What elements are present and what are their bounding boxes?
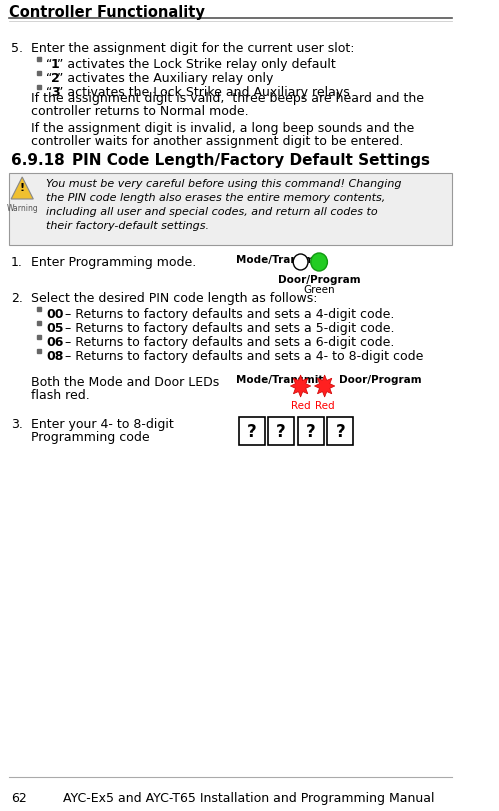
Polygon shape xyxy=(314,375,335,397)
Text: PIN Code Length/Factory Default Settings: PIN Code Length/Factory Default Settings xyxy=(72,152,430,168)
Text: You must be very careful before using this command! Changing: You must be very careful before using th… xyxy=(46,178,402,189)
FancyBboxPatch shape xyxy=(327,418,353,445)
Text: ?: ? xyxy=(247,423,256,440)
Text: Red: Red xyxy=(315,401,334,410)
Bar xyxy=(37,72,41,76)
Text: If the assignment digit is invalid, a long beep sounds and the: If the assignment digit is invalid, a lo… xyxy=(30,122,414,135)
Text: 1.: 1. xyxy=(11,255,23,268)
Text: controller returns to Normal mode.: controller returns to Normal mode. xyxy=(30,105,248,118)
Bar xyxy=(37,58,41,62)
Text: ” activates the Lock Strike relay only default: ” activates the Lock Strike relay only d… xyxy=(57,58,336,71)
Text: ?: ? xyxy=(276,423,286,440)
Text: 00: 00 xyxy=(46,307,64,320)
Text: Enter Programming mode.: Enter Programming mode. xyxy=(30,255,196,268)
FancyBboxPatch shape xyxy=(268,418,294,445)
Circle shape xyxy=(293,255,308,271)
Text: Programming code: Programming code xyxy=(30,431,149,444)
Text: Warning: Warning xyxy=(6,204,38,212)
Text: Enter the assignment digit for the current user slot:: Enter the assignment digit for the curre… xyxy=(30,42,354,55)
FancyBboxPatch shape xyxy=(9,174,452,246)
FancyBboxPatch shape xyxy=(239,418,264,445)
Text: 1: 1 xyxy=(51,58,59,71)
FancyBboxPatch shape xyxy=(298,418,324,445)
Text: – Returns to factory defaults and sets a 5-digit code.: – Returns to factory defaults and sets a… xyxy=(61,322,395,335)
Text: 3: 3 xyxy=(51,86,59,99)
Text: ?: ? xyxy=(335,423,345,440)
Bar xyxy=(37,336,41,340)
Text: 05: 05 xyxy=(46,322,64,335)
Bar xyxy=(37,307,41,311)
Text: the PIN code length also erases the entire memory contents,: the PIN code length also erases the enti… xyxy=(46,193,386,203)
Polygon shape xyxy=(11,178,33,200)
Bar xyxy=(37,86,41,90)
Text: – Returns to factory defaults and sets a 4- to 8-digit code: – Returns to factory defaults and sets a… xyxy=(61,350,424,363)
Text: Green: Green xyxy=(303,285,335,294)
Text: Select the desired PIN code length as follows:: Select the desired PIN code length as fo… xyxy=(30,292,317,305)
Text: “: “ xyxy=(46,58,52,71)
Polygon shape xyxy=(290,375,311,397)
Text: Both the Mode and Door LEDs: Both the Mode and Door LEDs xyxy=(30,375,219,388)
Text: Mode/Transmit: Mode/Transmit xyxy=(236,255,323,264)
Text: their factory-default settings.: their factory-default settings. xyxy=(46,221,209,230)
Text: ” activates the Lock Strike and Auxiliary relays: ” activates the Lock Strike and Auxiliar… xyxy=(57,86,350,99)
Text: 2.: 2. xyxy=(11,292,23,305)
Text: 62: 62 xyxy=(11,791,27,804)
Text: Mode/Transmit: Mode/Transmit xyxy=(236,375,323,384)
Text: !: ! xyxy=(19,182,25,193)
Text: “: “ xyxy=(46,72,52,85)
Text: including all user and special codes, and return all codes to: including all user and special codes, an… xyxy=(46,207,378,217)
Text: Door/Program: Door/Program xyxy=(339,375,422,384)
Text: Door/Program: Door/Program xyxy=(278,275,360,285)
Text: 08: 08 xyxy=(46,350,63,363)
Text: 2: 2 xyxy=(51,72,59,85)
Bar xyxy=(37,350,41,354)
Text: – Returns to factory defaults and sets a 6-digit code.: – Returns to factory defaults and sets a… xyxy=(61,336,394,349)
Text: Enter your 4- to 8-digit: Enter your 4- to 8-digit xyxy=(30,418,173,431)
Text: “: “ xyxy=(46,86,52,99)
Bar xyxy=(37,322,41,325)
Text: ?: ? xyxy=(306,423,316,440)
Text: 5.: 5. xyxy=(11,42,23,55)
Text: 06: 06 xyxy=(46,336,63,349)
Text: Controller Functionality: Controller Functionality xyxy=(9,5,205,20)
Text: AYC-Ex5 and AYC-T65 Installation and Programming Manual: AYC-Ex5 and AYC-T65 Installation and Pro… xyxy=(63,791,435,804)
Text: Red: Red xyxy=(291,401,310,410)
Text: If the assignment digit is valid,  three beeps are heard and the: If the assignment digit is valid, three … xyxy=(30,92,424,105)
Text: flash red.: flash red. xyxy=(30,388,89,401)
Text: 6.9.18: 6.9.18 xyxy=(11,152,65,168)
Text: controller waits for another assignment digit to be entered.: controller waits for another assignment … xyxy=(30,135,403,148)
Text: ” activates the Auxiliary relay only: ” activates the Auxiliary relay only xyxy=(57,72,274,85)
Text: – Returns to factory defaults and sets a 4-digit code.: – Returns to factory defaults and sets a… xyxy=(61,307,394,320)
Text: 3.: 3. xyxy=(11,418,23,431)
Circle shape xyxy=(311,254,327,272)
